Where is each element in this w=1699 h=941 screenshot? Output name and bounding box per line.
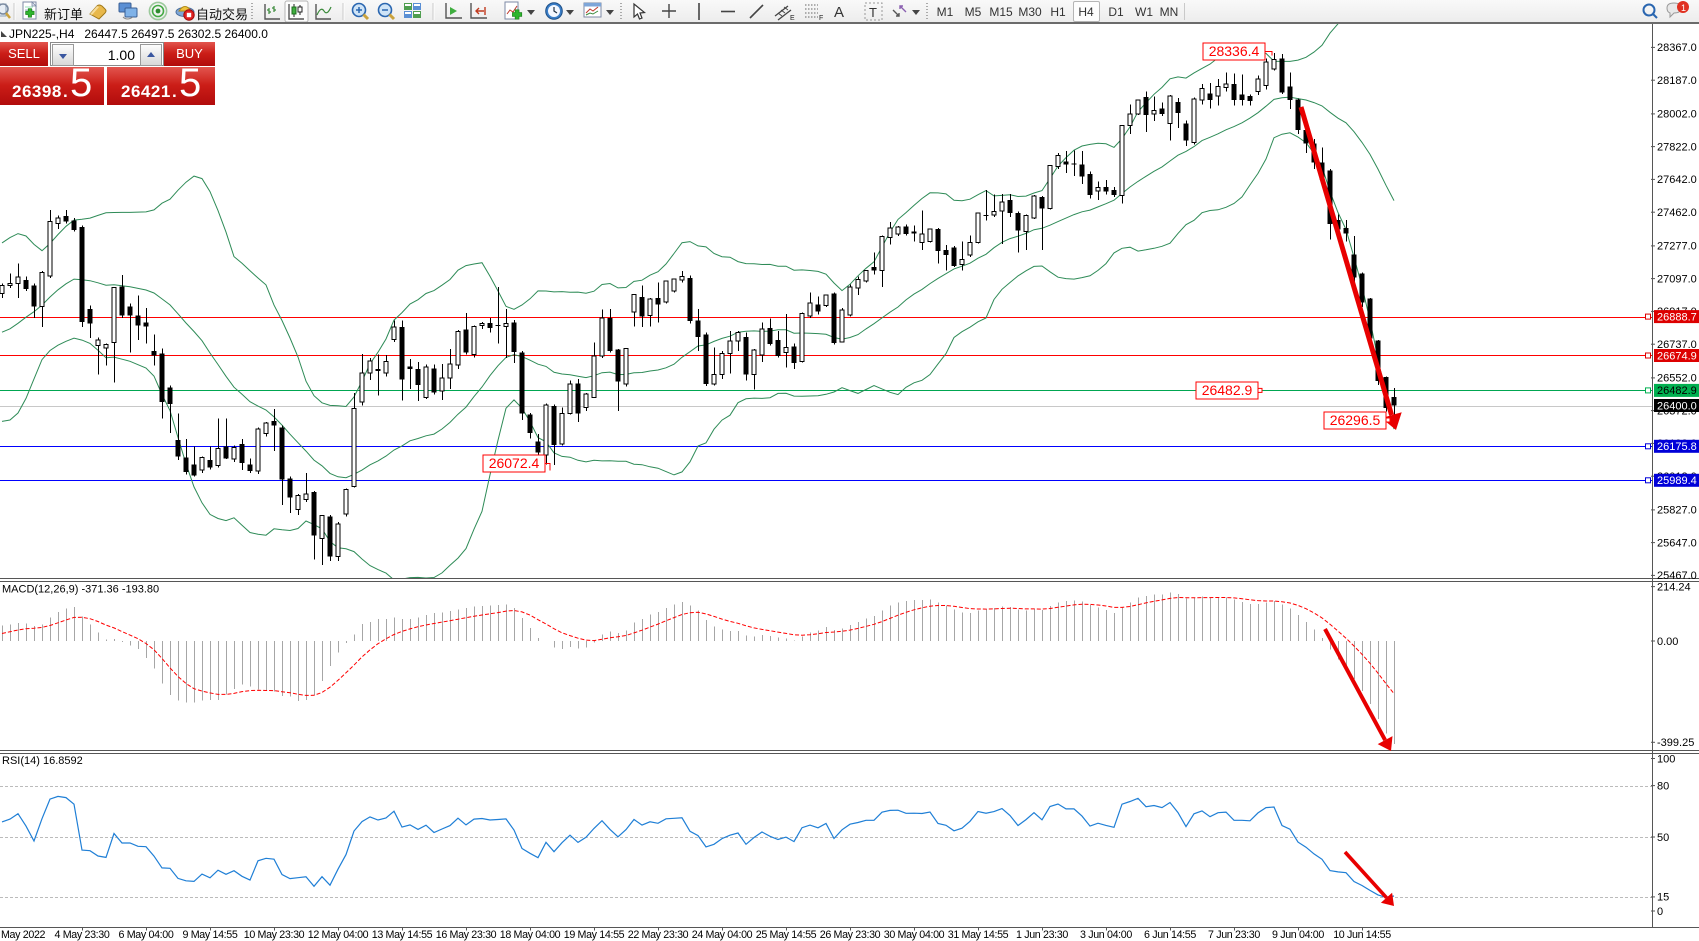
svg-text:13 May 14:55: 13 May 14:55 xyxy=(372,929,433,941)
svg-text:26175.8: 26175.8 xyxy=(1657,441,1697,453)
svg-text:10 Jun 14:55: 10 Jun 14:55 xyxy=(1333,929,1391,941)
svg-text:26888.7: 26888.7 xyxy=(1657,311,1697,323)
svg-text:27462.0: 27462.0 xyxy=(1657,207,1697,219)
svg-text:0: 0 xyxy=(1657,906,1663,918)
svg-text:26400.0: 26400.0 xyxy=(1657,400,1697,412)
svg-text:4 May 23:30: 4 May 23:30 xyxy=(55,929,110,941)
svg-text:25827.0: 25827.0 xyxy=(1657,505,1697,517)
svg-text:214.24: 214.24 xyxy=(1657,581,1691,593)
svg-text:28002.0: 28002.0 xyxy=(1657,109,1697,121)
svg-text:80: 80 xyxy=(1657,780,1669,792)
svg-text:31 May 14:55: 31 May 14:55 xyxy=(948,929,1009,941)
svg-text:MACD(12,26,9) -371.36 -193.80: MACD(12,26,9) -371.36 -193.80 xyxy=(2,584,159,596)
svg-text:25 May 14:55: 25 May 14:55 xyxy=(756,929,817,941)
svg-text:26552.0: 26552.0 xyxy=(1657,373,1697,385)
svg-text:25647.0: 25647.0 xyxy=(1657,537,1697,549)
svg-text:27277.0: 27277.0 xyxy=(1657,241,1697,253)
svg-text:50: 50 xyxy=(1657,832,1669,844)
svg-text:26737.0: 26737.0 xyxy=(1657,339,1697,351)
svg-text:0.00: 0.00 xyxy=(1657,636,1678,648)
svg-text:15: 15 xyxy=(1657,892,1669,904)
svg-text:28367.0: 28367.0 xyxy=(1657,42,1697,54)
svg-text:E: E xyxy=(790,15,795,22)
svg-text:12 May 04:00: 12 May 04:00 xyxy=(308,929,369,941)
svg-text:30 May 04:00: 30 May 04:00 xyxy=(884,929,945,941)
svg-text:27097.0: 27097.0 xyxy=(1657,273,1697,285)
svg-text:26072.4: 26072.4 xyxy=(489,455,540,471)
svg-text:28187.0: 28187.0 xyxy=(1657,75,1697,87)
svg-text:26 May 23:30: 26 May 23:30 xyxy=(820,929,881,941)
svg-text:9 May 14:55: 9 May 14:55 xyxy=(183,929,238,941)
svg-text:T: T xyxy=(869,5,877,20)
svg-text:18 May 04:00: 18 May 04:00 xyxy=(500,929,561,941)
svg-text:26674.9: 26674.9 xyxy=(1657,350,1697,362)
svg-text:27822.0: 27822.0 xyxy=(1657,141,1697,153)
svg-text:1: 1 xyxy=(1681,3,1686,13)
svg-text:25467.0: 25467.0 xyxy=(1657,570,1697,582)
svg-text:9 Jun 04:00: 9 Jun 04:00 xyxy=(1272,929,1324,941)
svg-text:16 May 23:30: 16 May 23:30 xyxy=(436,929,497,941)
svg-text:22 May 23:30: 22 May 23:30 xyxy=(628,929,689,941)
svg-text:26482.9: 26482.9 xyxy=(1202,382,1253,398)
svg-text:100: 100 xyxy=(1657,753,1675,765)
svg-text:19 May 14:55: 19 May 14:55 xyxy=(564,929,625,941)
svg-text:7 Jun 23:30: 7 Jun 23:30 xyxy=(1208,929,1260,941)
svg-text:25989.4: 25989.4 xyxy=(1657,475,1697,487)
svg-text:May 2022: May 2022 xyxy=(1,929,46,941)
svg-text:28336.4: 28336.4 xyxy=(1209,43,1260,59)
svg-text:6 May 04:00: 6 May 04:00 xyxy=(119,929,174,941)
svg-text:10 May 23:30: 10 May 23:30 xyxy=(244,929,305,941)
svg-text:24 May 04:00: 24 May 04:00 xyxy=(692,929,753,941)
svg-text:27642.0: 27642.0 xyxy=(1657,174,1697,186)
svg-text:F: F xyxy=(819,15,823,22)
svg-text:26296.5: 26296.5 xyxy=(1330,412,1381,428)
svg-text:RSI(14) 16.8592: RSI(14) 16.8592 xyxy=(2,755,83,767)
svg-text:1 Jun 23:30: 1 Jun 23:30 xyxy=(1016,929,1068,941)
svg-text:-399.25: -399.25 xyxy=(1657,737,1694,749)
svg-text:26482.9: 26482.9 xyxy=(1657,385,1697,397)
svg-text:6 Jun 14:55: 6 Jun 14:55 xyxy=(1144,929,1196,941)
svg-text:3 Jun 04:00: 3 Jun 04:00 xyxy=(1080,929,1132,941)
svg-text:A: A xyxy=(834,4,844,21)
